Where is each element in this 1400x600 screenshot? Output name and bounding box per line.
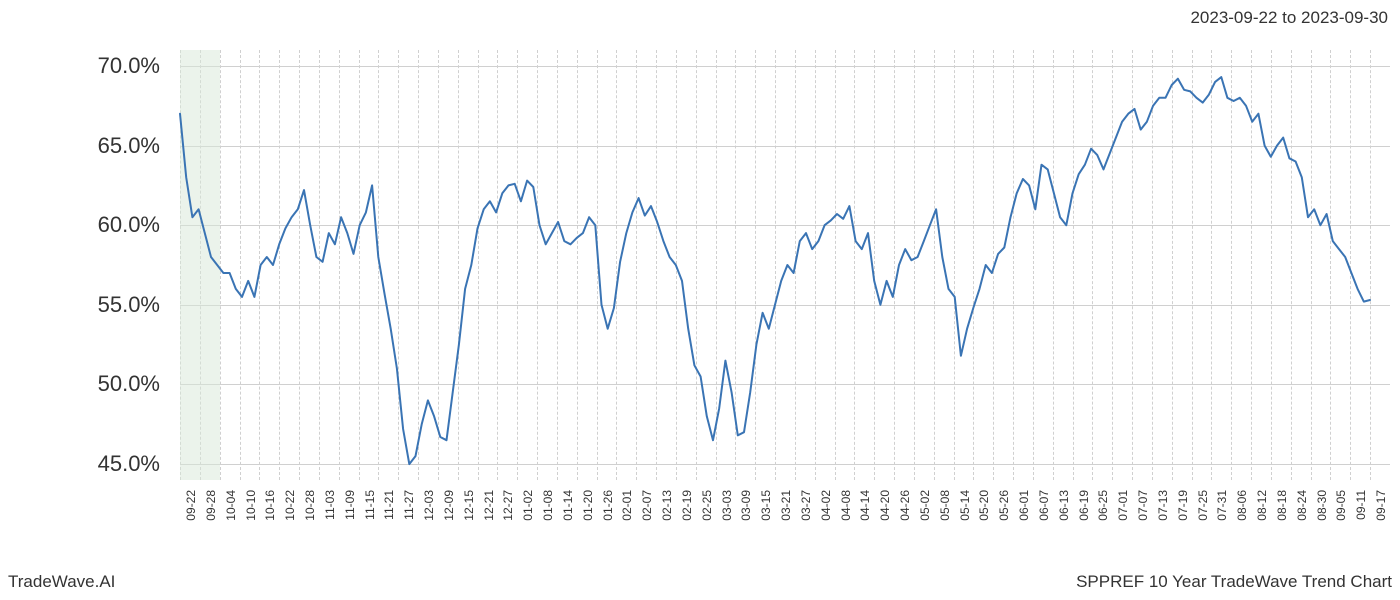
x-tick-label: 04-08 [839,490,853,521]
x-tick-label: 02-19 [680,490,694,521]
x-tick-label: 08-06 [1235,490,1249,521]
x-tick-label: 07-25 [1196,490,1210,521]
brand-label: TradeWave.AI [8,572,115,592]
x-tick-label: 04-20 [878,490,892,521]
x-tick-label: 07-19 [1176,490,1190,521]
x-tick-label: 01-20 [581,490,595,521]
x-tick-label: 06-19 [1077,490,1091,521]
plot-area [180,50,1390,480]
line-chart-svg [180,50,1390,480]
y-tick-label: 55.0% [98,292,160,318]
x-tick-label: 10-04 [224,490,238,521]
x-tick-label: 03-15 [759,490,773,521]
x-tick-label: 06-01 [1017,490,1031,521]
x-tick-label: 09-28 [204,490,218,521]
x-tick-label: 10-22 [283,490,297,521]
x-tick-label: 05-20 [977,490,991,521]
x-tick-label: 03-21 [779,490,793,521]
y-axis: 45.0% 50.0% 55.0% 60.0% 65.0% 70.0% [0,50,170,480]
x-tick-label: 04-14 [858,490,872,521]
chart-container: 2023-09-22 to 2023-09-30 45.0% 50.0% 55.0%… [0,0,1400,600]
y-tick-label: 50.0% [98,371,160,397]
x-tick-label: 06-13 [1057,490,1071,521]
x-tick-label: 08-24 [1295,490,1309,521]
x-tick-label: 09-17 [1374,490,1388,521]
x-tick-label: 12-03 [422,490,436,521]
x-tick-label: 05-26 [997,490,1011,521]
x-tick-label: 09-05 [1334,490,1348,521]
x-tick-label: 10-10 [244,490,258,521]
x-tick-label: 02-25 [700,490,714,521]
x-tick-label: 04-02 [819,490,833,521]
x-tick-label: 05-02 [918,490,932,521]
x-tick-label: 08-12 [1255,490,1269,521]
date-range-label: 2023-09-22 to 2023-09-30 [1190,8,1388,28]
chart-title: SPPREF 10 Year TradeWave Trend Chart [1076,572,1392,592]
x-tick-label: 05-14 [958,490,972,521]
y-tick-label: 45.0% [98,451,160,477]
x-tick-label: 08-18 [1275,490,1289,521]
y-tick-label: 70.0% [98,53,160,79]
x-tick-label: 08-30 [1315,490,1329,521]
x-tick-label: 07-31 [1215,490,1229,521]
x-tick-label: 10-16 [263,490,277,521]
x-tick-label: 02-07 [640,490,654,521]
x-tick-label: 06-25 [1096,490,1110,521]
x-tick-label: 07-13 [1156,490,1170,521]
x-tick-label: 10-28 [303,490,317,521]
x-tick-label: 12-21 [482,490,496,521]
x-tick-label: 05-08 [938,490,952,521]
x-tick-label: 04-26 [898,490,912,521]
x-tick-label: 01-14 [561,490,575,521]
x-tick-label: 12-09 [442,490,456,521]
x-tick-label: 11-27 [402,490,416,520]
x-tick-label: 01-08 [541,490,555,521]
x-tick-label: 06-07 [1037,490,1051,521]
x-tick-label: 02-13 [660,490,674,521]
x-tick-label: 11-15 [363,490,377,520]
x-tick-label: 03-27 [799,490,813,521]
y-tick-label: 65.0% [98,133,160,159]
x-tick-label: 03-03 [720,490,734,521]
x-tick-label: 12-27 [501,490,515,521]
x-tick-label: 11-03 [323,490,337,520]
x-tick-label: 07-01 [1116,490,1130,521]
x-tick-label: 12-15 [462,490,476,521]
x-tick-label: 11-09 [343,490,357,520]
x-tick-label: 11-21 [382,490,396,520]
x-tick-label: 01-02 [521,490,535,521]
x-tick-label: 02-01 [620,490,634,521]
x-tick-label: 07-07 [1136,490,1150,521]
x-axis: 09-22 09-28 10-04 10-10 10-16 10-22 10-28 11-03… [180,485,1390,565]
x-tick-label: 03-09 [739,490,753,521]
y-tick-label: 60.0% [98,212,160,238]
x-tick-label: 09-11 [1354,490,1368,520]
trend-line [180,77,1370,464]
x-tick-label: 09-22 [184,490,198,521]
x-tick-label: 01-26 [601,490,615,521]
